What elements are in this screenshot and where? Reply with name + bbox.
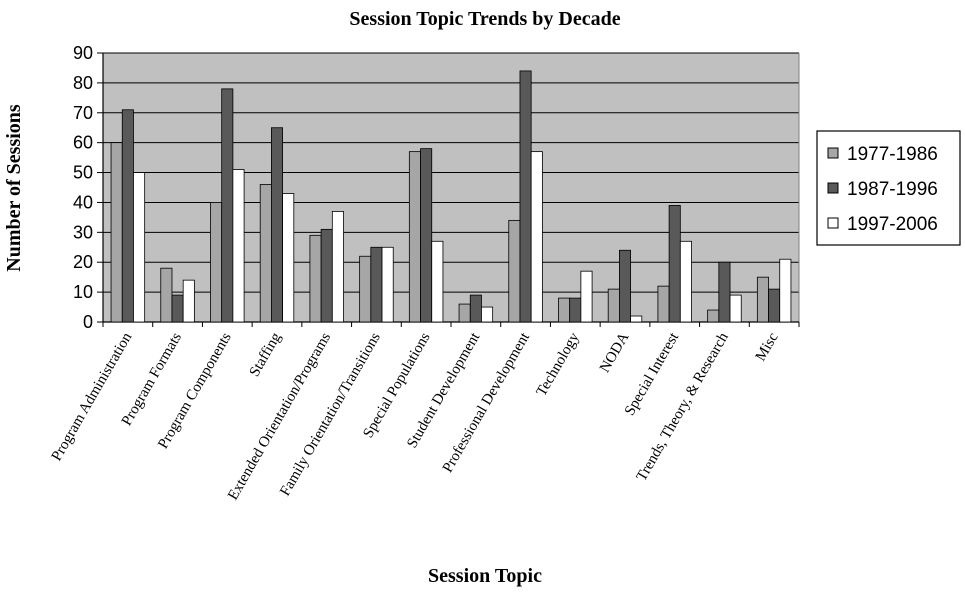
x-tick-label: Professional Development (440, 329, 534, 475)
legend-label: 1997-2006 (847, 214, 938, 235)
bar (481, 306, 494, 323)
x-tick-label: Program Administration (49, 330, 136, 464)
bar (756, 276, 769, 323)
bar (469, 294, 482, 323)
bar (519, 70, 532, 323)
bar (133, 172, 146, 323)
bar (679, 240, 692, 323)
x-axis-label: Session Topic (428, 565, 542, 587)
bar (182, 279, 195, 323)
bar (458, 303, 471, 323)
bar (607, 288, 620, 323)
bar (408, 151, 421, 323)
x-tick-label: Staffing (247, 330, 285, 380)
legend: 1977-1986 1987-1996 1997-2006 (816, 130, 961, 246)
plot-area: 0 10 20 30 40 50 60 70 80 90 Program Administratio… (49, 43, 800, 503)
bar (282, 193, 295, 323)
bar (768, 288, 781, 323)
bar (210, 202, 223, 323)
x-tick-label: Extended Orientation/Programs (225, 330, 334, 503)
bar (420, 148, 433, 323)
bar (221, 88, 234, 323)
bar (580, 270, 593, 323)
bar (232, 169, 245, 323)
bar (718, 261, 731, 323)
bar (331, 211, 344, 323)
legend-swatch (827, 182, 839, 194)
bar (707, 309, 720, 323)
bar (171, 294, 184, 323)
y-tick-label: 50 (73, 163, 93, 183)
bar (508, 219, 521, 323)
bar (320, 228, 333, 323)
bar (259, 184, 272, 323)
y-tick-label: 0 (83, 312, 93, 332)
plot-background (103, 53, 799, 322)
legend-swatch (827, 217, 839, 229)
bar (619, 249, 632, 323)
y-tick-label: 80 (73, 73, 93, 93)
bar (110, 142, 123, 323)
chart-title: Session Topic Trends by Decade (349, 8, 620, 30)
bar (431, 240, 444, 323)
bar (657, 285, 670, 323)
x-tick-label: NODA (597, 330, 633, 376)
bar (558, 297, 571, 323)
x-tick-label: Special Interest (622, 329, 683, 418)
bar (381, 246, 394, 323)
x-tick-label: Family Orientation/Transitions (277, 330, 384, 499)
bar (779, 258, 792, 323)
y-tick-label: 30 (73, 222, 93, 242)
bar (668, 205, 681, 323)
bar (370, 246, 383, 323)
bar (160, 267, 173, 323)
x-tick-label: Technology (534, 330, 583, 400)
y-tick-label: 40 (73, 192, 93, 212)
bar (359, 255, 372, 323)
legend-label: 1977-1986 (847, 144, 938, 165)
y-tick-label: 20 (73, 252, 93, 272)
bar (569, 297, 582, 323)
legend-swatch (827, 147, 839, 159)
y-tick-label: 70 (73, 103, 93, 123)
y-tick-label: 60 (73, 133, 93, 153)
x-tick-label: Trends, Theory, & Research (634, 330, 732, 484)
y-tick-label: 90 (73, 43, 93, 63)
y-tick-label: 10 (73, 282, 93, 302)
bar (270, 127, 283, 323)
bar (121, 109, 134, 323)
bar (630, 315, 643, 323)
legend-label: 1987-1996 (847, 179, 938, 200)
y-axis-label: Number of Sessions (3, 104, 25, 272)
x-tick-label: Misc (753, 330, 782, 364)
bar (309, 234, 322, 323)
bar (729, 294, 742, 323)
legend-box (816, 130, 961, 246)
bar (530, 151, 543, 323)
